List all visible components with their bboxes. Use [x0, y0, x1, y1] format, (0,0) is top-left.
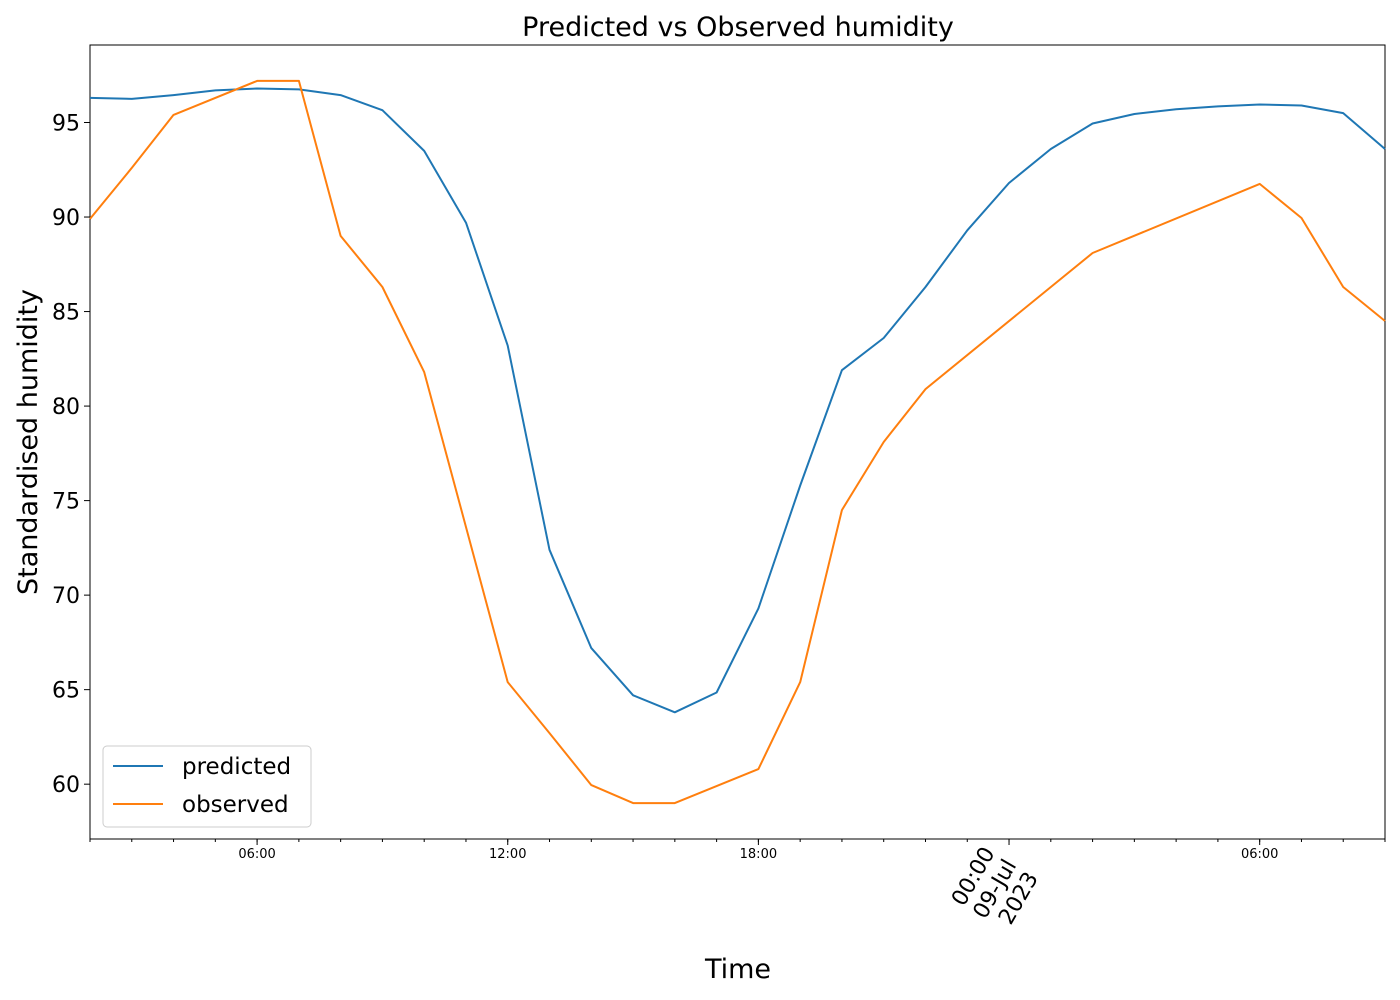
y-tick-label: 75 [52, 490, 80, 515]
series-line-observed [89, 79, 1386, 805]
y-tick-label: 80 [52, 395, 80, 420]
x-tick-label: 18:00 [740, 847, 777, 862]
plot-area [89, 44, 1386, 840]
legend-label-predicted: predicted [182, 754, 291, 780]
legend-label-observed: observed [182, 792, 289, 818]
x-tick-label: 12:00 [489, 847, 526, 862]
y-tick-label: 90 [52, 206, 80, 231]
y-tick-label: 60 [52, 773, 80, 798]
x-tick-label: 06:00 [238, 847, 275, 862]
plot-frame [89, 44, 1386, 840]
y-axis: 60 65 70 75 80 85 90 95 [52, 112, 90, 798]
y-tick-label: 70 [52, 584, 80, 609]
legend: predicted observed [102, 745, 312, 828]
y-tick-label: 95 [52, 112, 80, 137]
x-axis-label: Time [704, 954, 771, 985]
series-line-predicted [89, 87, 1386, 714]
series-layer [89, 79, 1386, 805]
chart-title: Predicted vs Observed humidity [522, 12, 954, 43]
y-tick-label: 65 [52, 679, 80, 704]
y-axis-label: Standardised humidity [13, 289, 44, 595]
x-tick-label: 06:00 [1241, 847, 1278, 862]
y-tick-label: 85 [52, 301, 80, 326]
